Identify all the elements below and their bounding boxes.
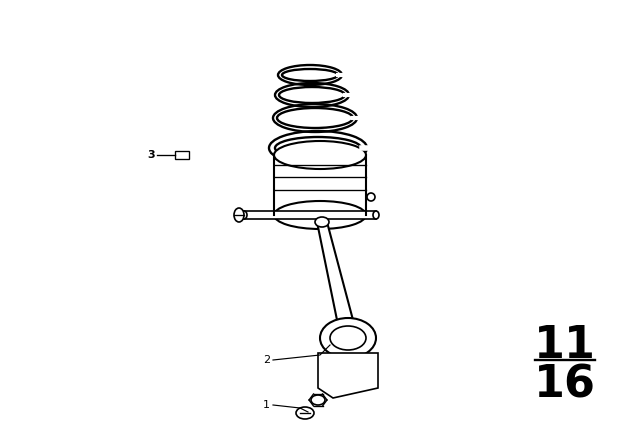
Bar [244,211,376,219]
Bar [175,151,189,159]
Ellipse shape [241,211,247,219]
Text: 2: 2 [263,355,270,365]
Ellipse shape [274,201,366,229]
Ellipse shape [311,395,325,405]
Ellipse shape [320,318,376,358]
Ellipse shape [330,326,366,350]
Polygon shape [317,222,353,320]
Polygon shape [318,353,378,398]
Text: 11: 11 [534,323,596,366]
Text: 16: 16 [534,363,596,406]
Ellipse shape [274,141,366,169]
Text: 1: 1 [263,400,270,410]
Text: 3: 3 [147,150,155,160]
Ellipse shape [373,211,379,219]
Ellipse shape [234,208,244,222]
Ellipse shape [296,407,314,419]
Ellipse shape [367,193,375,201]
Ellipse shape [315,217,329,227]
